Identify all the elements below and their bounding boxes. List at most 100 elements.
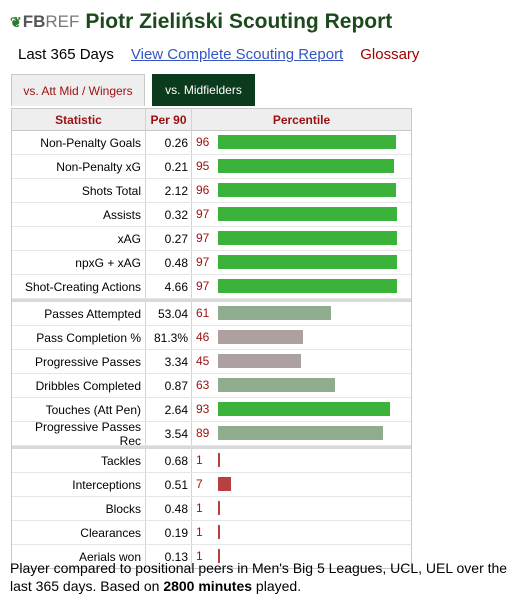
percentile-value: 63	[196, 378, 210, 392]
per90-value: 4.66	[146, 275, 192, 298]
percentile-value: 1	[196, 549, 203, 563]
percentile-bar	[218, 426, 383, 440]
full-report-link[interactable]: View Complete Scouting Report	[130, 46, 344, 63]
percentile-bar	[218, 477, 231, 491]
percentile-cell: 97	[192, 227, 411, 250]
percentile-value: 1	[196, 525, 203, 539]
percentile-value: 61	[196, 306, 210, 320]
per90-value: 3.54	[146, 422, 192, 445]
logo-ref-text: REF	[45, 12, 80, 31]
percentile-value: 97	[196, 279, 210, 293]
footnote-minutes: 2800 minutes	[163, 578, 253, 594]
percentile-value: 96	[196, 183, 210, 197]
stat-name: Tackles	[12, 449, 146, 472]
percentile-cell: 45	[192, 350, 411, 373]
percentile-bar	[218, 354, 301, 368]
percentile-bar	[218, 549, 220, 563]
percentile-cell: 95	[192, 155, 411, 178]
stat-name: Pass Completion %	[12, 326, 146, 349]
percentile-bar	[218, 135, 396, 149]
percentile-value: 96	[196, 135, 210, 149]
percentile-bar	[218, 330, 303, 344]
percentile-cell: 7	[192, 473, 411, 496]
percentile-cell: 89	[192, 422, 411, 445]
percentile-cell: 1	[192, 521, 411, 544]
per90-value: 53.04	[146, 302, 192, 325]
header-statistic[interactable]: Statistic	[12, 109, 146, 130]
glossary-link[interactable]: Glossary	[360, 46, 420, 63]
percentile-value: 97	[196, 231, 210, 245]
percentile-bar	[218, 453, 220, 467]
per90-value: 0.68	[146, 449, 192, 472]
percentile-bar	[218, 207, 397, 221]
stat-name: Non-Penalty xG	[12, 155, 146, 178]
footnote-text: Player compared to positional peers in M…	[10, 560, 508, 594]
percentile-value: 89	[196, 426, 210, 440]
tab-att-mid-wingers[interactable]: vs. Att Mid / Wingers	[11, 74, 145, 106]
scouting-table: Statistic Per 90 Percentile Non-Penalty …	[11, 108, 412, 569]
page-title: Piotr Zieliński Scouting Report	[85, 10, 393, 33]
table-row: Tackles 0.68 1	[12, 449, 411, 473]
percentile-cell: 63	[192, 374, 411, 397]
stat-name: Shot-Creating Actions	[12, 275, 146, 298]
per90-value: 0.87	[146, 374, 192, 397]
footnote: Player compared to positional peers in M…	[10, 559, 510, 595]
comparison-tabs: vs. Att Mid / Wingers vs. Midfielders	[11, 74, 255, 106]
table-body: Non-Penalty Goals 0.26 96 Non-Penalty xG 0.2…	[12, 131, 411, 568]
fbref-logo[interactable]: ❦ FB REF	[10, 12, 79, 32]
percentile-bar	[218, 306, 331, 320]
header-percentile[interactable]: Percentile	[272, 112, 331, 127]
percentile-bar	[218, 378, 335, 392]
percentile-value: 7	[196, 477, 203, 491]
stat-name: Touches (Att Pen)	[12, 398, 146, 421]
percentile-value: 45	[196, 354, 210, 368]
percentile-cell: 96	[192, 179, 411, 202]
percentile-cell: 97	[192, 251, 411, 274]
table-row: Assists 0.32 97	[12, 203, 411, 227]
table-row: Clearances 0.19 1	[12, 521, 411, 545]
header: ❦ FB REF Piotr Zieliński Scouting Report	[10, 8, 392, 36]
table-row: Touches (Att Pen) 2.64 93	[12, 398, 411, 422]
table-row: Blocks 0.48 1	[12, 497, 411, 521]
table-row: Non-Penalty xG 0.21 95	[12, 155, 411, 179]
percentile-value: 97	[196, 255, 210, 269]
percentile-bar	[218, 183, 396, 197]
group-divider	[12, 446, 411, 449]
per90-value: 2.64	[146, 398, 192, 421]
table-row: Shots Total 2.12 96	[12, 179, 411, 203]
percentile-cell: 1	[192, 497, 411, 520]
table-row: xAG 0.27 97	[12, 227, 411, 251]
percentile-bar	[218, 501, 220, 515]
per90-value: 0.19	[146, 521, 192, 544]
per90-value: 0.32	[146, 203, 192, 226]
leaf-icon: ❦	[10, 13, 22, 30]
stat-name: Passes Attempted	[12, 302, 146, 325]
per90-value: 0.51	[146, 473, 192, 496]
per90-value: 0.27	[146, 227, 192, 250]
stat-name: xAG	[12, 227, 146, 250]
percentile-value: 46	[196, 330, 210, 344]
percentile-value: 97	[196, 207, 210, 221]
stat-name: Clearances	[12, 521, 146, 544]
per90-value: 3.34	[146, 350, 192, 373]
percentile-cell: 97	[192, 203, 411, 226]
percentile-bar	[218, 279, 397, 293]
table-header: Statistic Per 90 Percentile	[12, 109, 411, 131]
table-row: Progressive Passes Rec 3.54 89	[12, 420, 411, 448]
stat-name: Progressive Passes Rec	[12, 420, 146, 448]
tab-midfielders[interactable]: vs. Midfielders	[152, 74, 255, 106]
per90-value: 0.26	[146, 131, 192, 154]
percentile-bar	[218, 402, 390, 416]
logo-fb-text: FB	[22, 12, 46, 31]
per90-value: 81.3%	[146, 326, 192, 349]
table-row: Shot-Creating Actions 4.66 97	[12, 275, 411, 299]
percentile-cell: 93	[192, 398, 411, 421]
table-row: Passes Attempted 53.04 61	[12, 302, 411, 326]
percentile-cell: 1	[192, 449, 411, 472]
stat-name: Non-Penalty Goals	[12, 131, 146, 154]
table-row: Dribbles Completed 0.87 63	[12, 374, 411, 398]
percentile-bar	[218, 525, 220, 539]
stat-name: Interceptions	[12, 473, 146, 496]
header-per90[interactable]: Per 90	[146, 109, 192, 130]
stat-name: Blocks	[12, 497, 146, 520]
